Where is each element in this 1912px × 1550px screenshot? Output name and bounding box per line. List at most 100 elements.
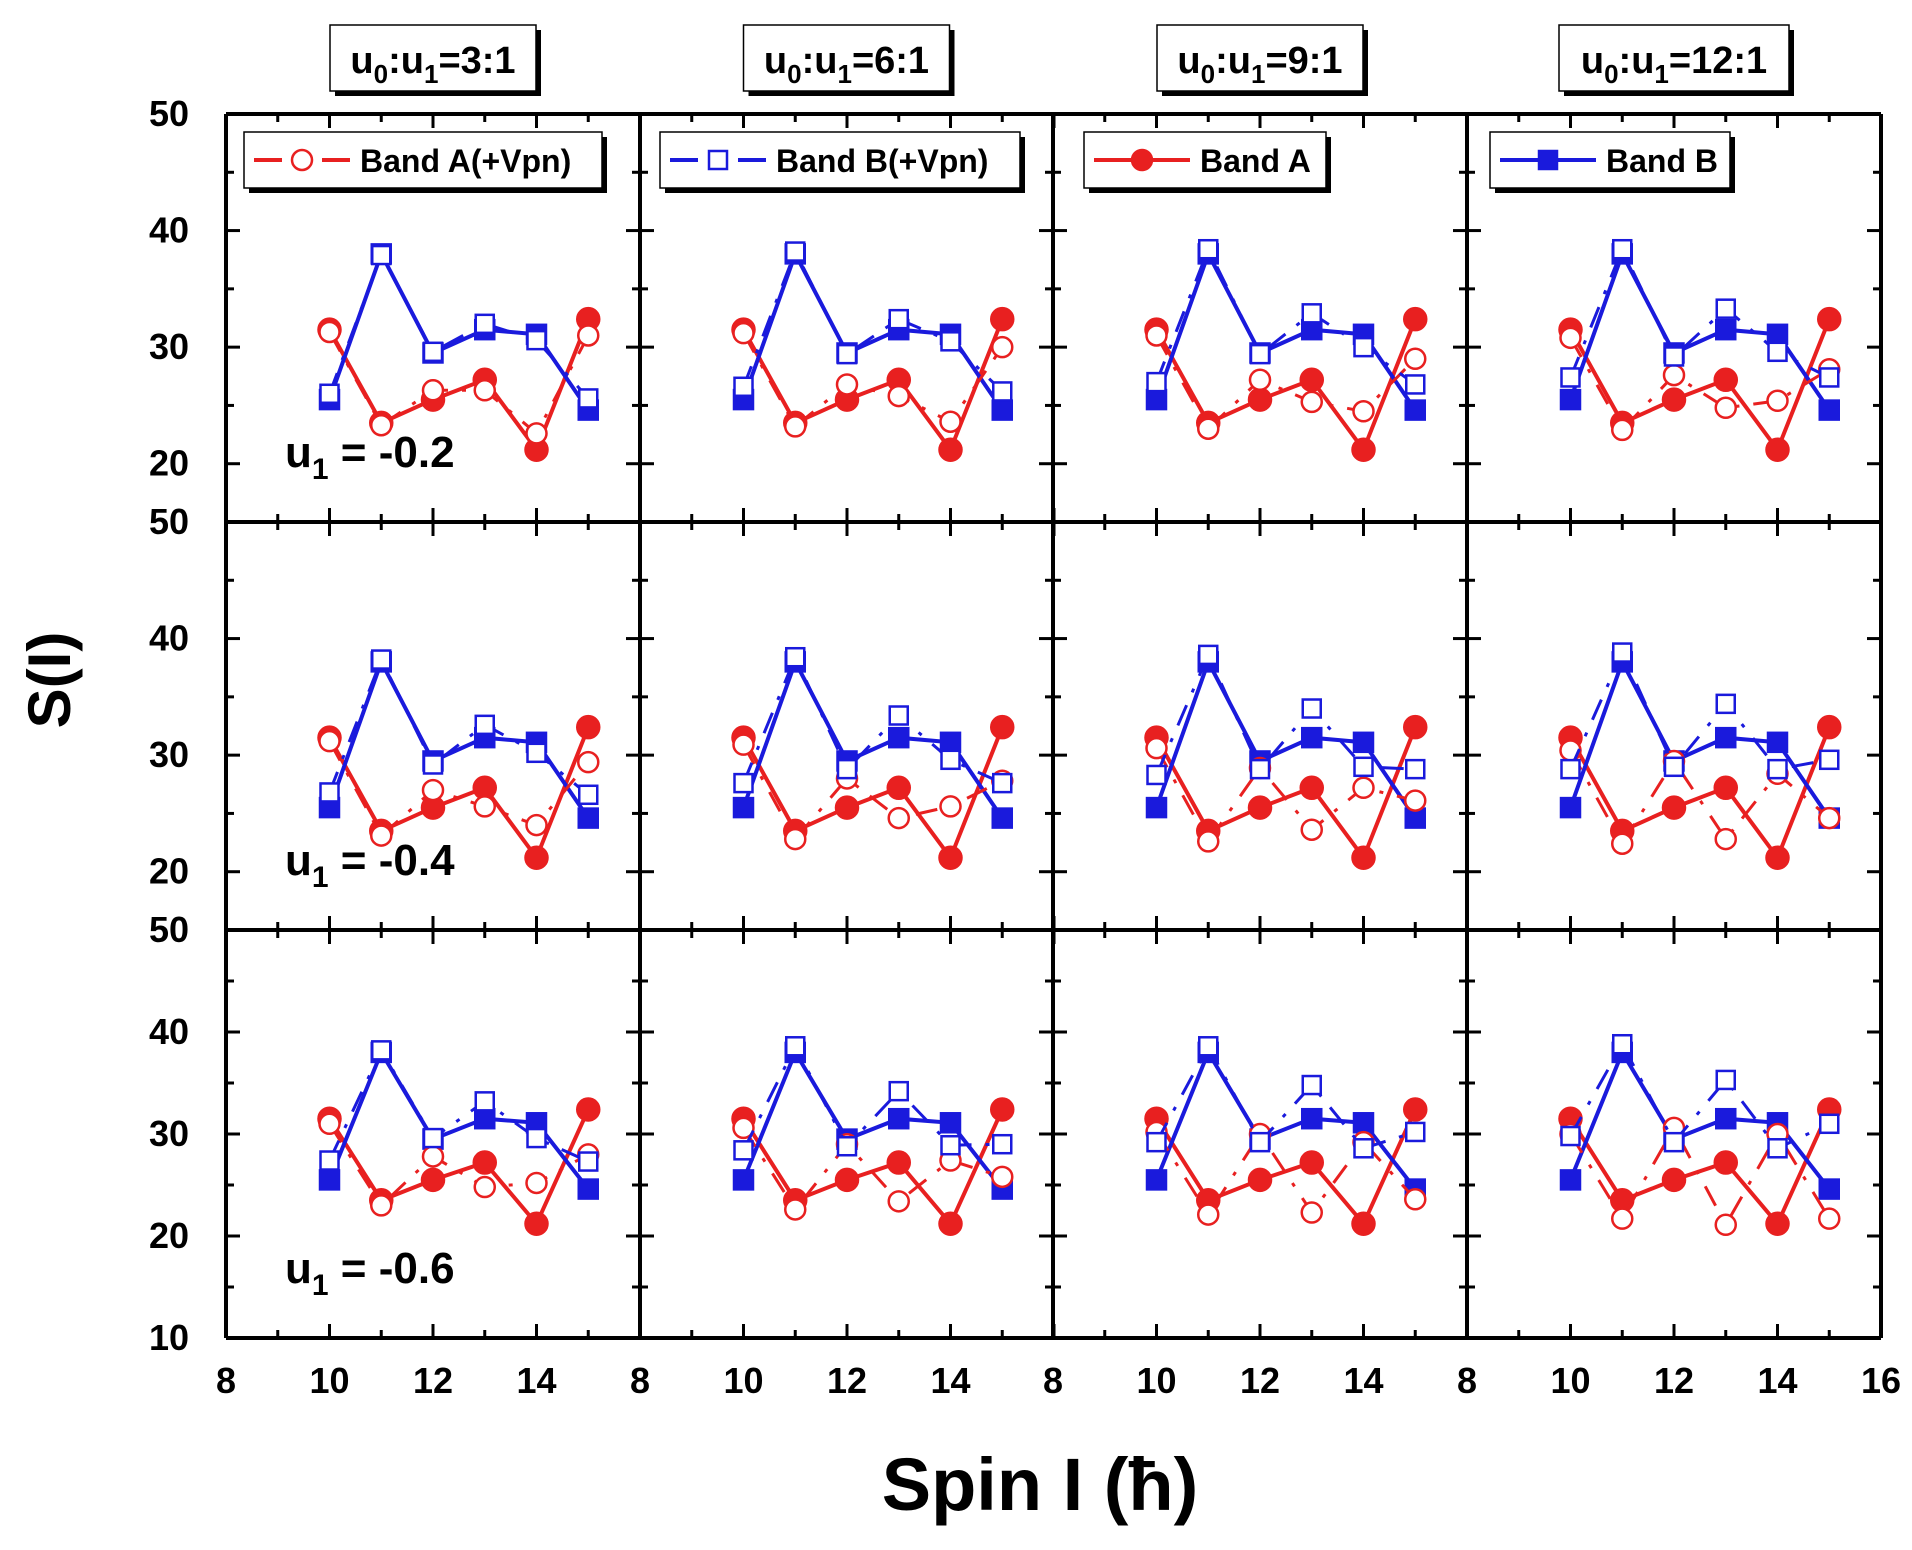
band-a-vpn-point-5 — [991, 1165, 1014, 1189]
band-b-vpn-point-4 — [526, 742, 547, 764]
header-text: =6:1 — [852, 40, 929, 82]
band-b-point-0 — [1145, 796, 1168, 819]
band-b-vpn-point-2 — [1663, 346, 1685, 367]
legend-marker — [1130, 148, 1154, 172]
x-tick-label: 8 — [216, 1360, 236, 1401]
band-a-point-4 — [1351, 1211, 1376, 1237]
band-b-vpn-point-4 — [940, 749, 961, 771]
band-b-vpn-point-1 — [1198, 644, 1219, 666]
band-b-line — [741, 656, 1004, 820]
band-a-vpn-point-5 — [577, 750, 600, 774]
band-b-vpn-point-0 — [1560, 1125, 1581, 1147]
band-a-vpn-point-3 — [887, 1190, 910, 1213]
band-b-vpn-line — [1155, 651, 1416, 776]
band-a-vpn-point-0 — [318, 1112, 341, 1136]
band-a-vpn-point-1 — [370, 413, 393, 437]
column-header-3: u0:u1=12:1 — [1581, 40, 1767, 89]
band-a-vpn-point-0 — [318, 320, 341, 344]
band-b-vpn-point-3 — [1715, 693, 1736, 715]
legend-band_a_vpn: Band A(+Vpn) — [243, 131, 607, 193]
band-a-line — [327, 1108, 591, 1228]
band-b-vpn-point-5 — [1405, 1121, 1426, 1143]
header-text: :u — [388, 40, 424, 82]
band-a-vpn-point-5 — [991, 335, 1014, 359]
band-a-vpn-point-1 — [1197, 417, 1220, 440]
band-b-point-3 — [1715, 318, 1737, 341]
x-tick-label: 14 — [516, 1360, 556, 1401]
y-tick-label: 20 — [149, 1215, 189, 1256]
band-b-line — [1568, 656, 1831, 820]
band-b-vpn-point-0 — [733, 376, 754, 398]
panel-r1-c3 — [1465, 520, 1883, 932]
row-label-text: = -0.2 — [329, 428, 455, 477]
band-a-line — [1154, 1108, 1418, 1228]
band-a-vpn-point-5 — [1404, 789, 1427, 812]
band-b-vpn-point-0 — [733, 772, 754, 794]
band-b-point-4 — [1352, 1112, 1375, 1134]
band-b-vpn-point-0 — [319, 383, 340, 405]
header-subscript: 1 — [837, 59, 851, 89]
row-label-text: u — [285, 428, 312, 477]
y-tick-label: 30 — [149, 734, 189, 775]
header-subscript: 0 — [787, 59, 801, 89]
band-a-point-2 — [1661, 795, 1687, 820]
band-a-point-4 — [1351, 437, 1376, 462]
band-a-point-4 — [524, 1211, 549, 1237]
band-b-vpn-point-5 — [578, 388, 599, 409]
band-a-point-4 — [1765, 845, 1790, 870]
band-a-vpn-line — [742, 332, 1004, 429]
band-a-vpn-point-3 — [473, 379, 496, 402]
band-a-vpn-point-1 — [784, 1198, 807, 1221]
legend-band_b_vpn: Band B(+Vpn) — [659, 131, 1025, 193]
x-tick-label: 12 — [1240, 1360, 1280, 1401]
band-a-point-5 — [990, 1097, 1015, 1122]
band-a-line — [1568, 1108, 1832, 1228]
band-a-point-3 — [1713, 775, 1738, 801]
x-tick-label: 14 — [930, 1360, 970, 1401]
band-a-vpn-line — [1569, 749, 1831, 847]
x-tick-label: 12 — [413, 1360, 453, 1401]
legend-label: Band B — [1606, 143, 1718, 179]
column-header-box — [742, 24, 951, 92]
band-b-vpn-point-1 — [1612, 238, 1633, 260]
band-a-vpn-point-2 — [421, 379, 445, 402]
band-b-point-5 — [991, 807, 1013, 829]
band-a-point-2 — [1247, 387, 1273, 412]
band-a-vpn-point-4 — [939, 795, 962, 818]
band-a-vpn-point-0 — [1145, 736, 1168, 760]
panel-r0-c3 — [1465, 112, 1883, 524]
band-b-line — [741, 248, 1004, 412]
band-b-vpn-point-4 — [940, 1134, 961, 1156]
row-label-text: u — [285, 836, 312, 885]
band-b-vpn-point-0 — [319, 782, 340, 803]
y-tick-label: 40 — [149, 1011, 189, 1052]
band-b-line — [327, 656, 590, 820]
y-tick-label: 30 — [149, 1113, 189, 1154]
band-a-vpn-point-4 — [1352, 776, 1375, 800]
band-b-vpn-point-1 — [785, 1036, 806, 1057]
band-b-point-0 — [1145, 388, 1168, 411]
panel-r2-c1 — [638, 928, 1056, 1340]
band-a-line — [1568, 318, 1832, 454]
row-label-1: u1 = -0.4 — [285, 836, 455, 894]
band-a-vpn-point-1 — [370, 824, 393, 847]
band-b-vpn-point-1 — [785, 646, 806, 668]
band-a-line — [1154, 318, 1418, 454]
band-a-vpn-line — [1155, 747, 1416, 845]
band-b-vpn-line — [742, 1042, 1003, 1151]
x-tick-label: 8 — [1457, 1360, 1477, 1401]
row-label-0: u1 = -0.2 — [285, 428, 455, 486]
band-b-vpn-line — [1155, 1043, 1416, 1151]
band-b-vpn-point-4 — [526, 1127, 547, 1149]
band-a-line — [741, 318, 1005, 454]
legend-label: Band A(+Vpn) — [360, 143, 571, 179]
header-text: u — [350, 40, 373, 82]
band-a-line — [327, 726, 591, 862]
band-a-vpn-point-1 — [370, 1194, 393, 1217]
band-a-point-5 — [1403, 714, 1428, 740]
band-b-point-4 — [939, 1112, 962, 1134]
band-a-vpn-point-3 — [887, 806, 910, 830]
column-header-0: u0:u1=3:1 — [350, 40, 515, 89]
x-tick-label: 16 — [1861, 1360, 1901, 1401]
band-b-vpn-point-3 — [888, 705, 909, 726]
